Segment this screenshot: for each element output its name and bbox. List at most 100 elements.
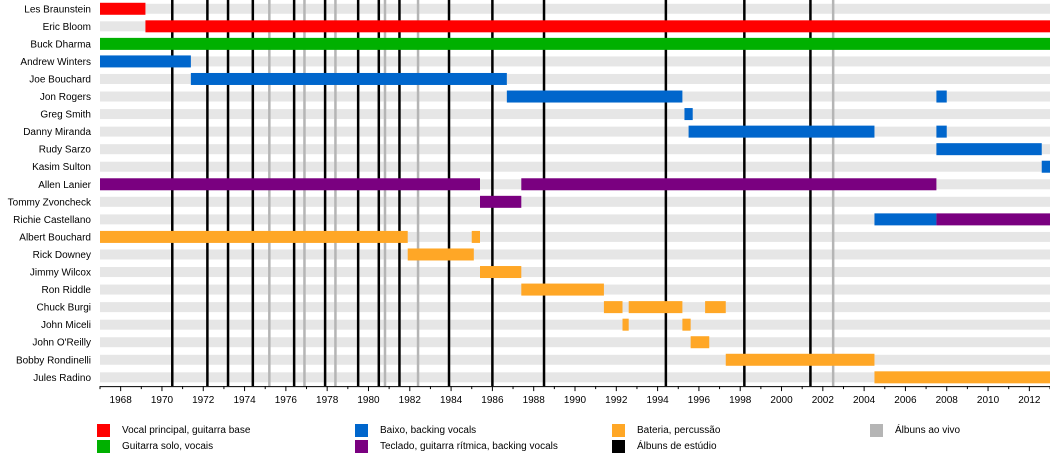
x-axis-tick-label: 1968 <box>110 395 133 406</box>
x-axis-tick-label: 1972 <box>192 395 215 406</box>
member-name: Joe Bouchard <box>29 74 91 85</box>
row-stripe <box>100 354 1050 365</box>
member-name: Rick Downey <box>33 250 91 261</box>
row-stripe <box>100 214 1050 225</box>
row-stripe <box>100 56 1050 67</box>
member-bar-bass <box>874 213 937 226</box>
member-bar-drums <box>100 230 408 243</box>
member-name: Rudy Sarzo <box>39 145 92 156</box>
member-bar-bass <box>190 72 507 85</box>
x-axis-tick-label: 1974 <box>233 395 256 406</box>
member-bar-bass <box>936 143 1042 156</box>
member-bar-drums <box>622 318 629 331</box>
member-name: Allen Lanier <box>38 180 91 191</box>
member-bar-guitar <box>100 37 1050 50</box>
row-stripe <box>100 319 1050 330</box>
member-bar-vocal <box>145 20 1050 33</box>
member-name: John O'Reilly <box>32 338 91 349</box>
x-axis-tick-label: 2002 <box>812 395 835 406</box>
legend-swatch-live <box>870 423 883 437</box>
x-axis-tick-label: 1978 <box>316 395 339 406</box>
member-bar-bass <box>1041 160 1050 173</box>
member-bar-drums <box>725 353 875 366</box>
legend-label-studio: Álbuns de estúdio <box>637 440 717 452</box>
x-axis-tick-label: 2012 <box>1018 395 1041 406</box>
legend-swatch-drums <box>612 423 625 437</box>
member-bar-bass <box>684 108 693 121</box>
legend-item-bass: Baixo, backing vocals <box>355 422 476 438</box>
legend-swatch-studio <box>612 439 625 453</box>
x-axis-tick-label: 1994 <box>646 395 669 406</box>
x-axis-tick-label: 1986 <box>481 395 504 406</box>
legend-swatch-guitar <box>97 439 110 453</box>
member-name: Jon Rogers <box>40 92 91 103</box>
row-stripe <box>100 337 1050 348</box>
x-axis-tick-label: 2008 <box>936 395 959 406</box>
legend-swatch-bass <box>355 423 368 437</box>
member-name: Bobby Rondinelli <box>16 355 91 366</box>
legend-item-studio: Álbuns de estúdio <box>612 438 717 454</box>
x-axis-tick-label: 1982 <box>399 395 422 406</box>
member-bar-drums <box>480 266 522 279</box>
member-name: Richie Castellano <box>13 215 91 226</box>
row-stripe <box>100 196 1050 207</box>
x-axis-tick-label: 1992 <box>605 395 628 406</box>
legend: Vocal principal, guitarra base Guitarra … <box>0 422 1050 456</box>
member-bar-drums <box>874 371 1050 384</box>
member-bar-drums <box>682 318 691 331</box>
legend-item-drums: Bateria, percussão <box>612 422 720 438</box>
legend-label-drums: Bateria, percussão <box>637 424 721 436</box>
member-bar-drums <box>705 301 726 314</box>
member-name: Kasim Sulton <box>32 162 91 173</box>
member-name: Andrew Winters <box>20 57 91 68</box>
member-name: Ron Riddle <box>42 285 92 296</box>
member-name: Les Braunstein <box>24 4 91 15</box>
row-stripe <box>100 267 1050 278</box>
member-bar-keys <box>936 213 1050 226</box>
row-stripe <box>100 302 1050 313</box>
row-stripe <box>100 231 1050 242</box>
x-axis-tick-label: 1970 <box>151 395 174 406</box>
x-axis-tick-label: 2010 <box>977 395 1000 406</box>
legend-item-keys: Teclado, guitarra rítmica, backing vocal… <box>355 438 558 454</box>
legend-label-live: Álbuns ao vivo <box>895 424 961 436</box>
x-axis-tick-label: 1998 <box>729 395 752 406</box>
legend-swatch-vocal <box>97 423 110 437</box>
legend-label-vocal: Vocal principal, guitarra base <box>122 424 251 436</box>
member-bar-bass <box>688 125 875 138</box>
member-bar-keys <box>100 178 480 191</box>
legend-label-guitar: Guitarra solo, vocais <box>122 440 214 452</box>
x-axis-tick-label: 1996 <box>688 395 711 406</box>
member-name: Chuck Burgi <box>37 303 91 314</box>
member-name: Eric Bloom <box>43 22 91 33</box>
x-axis-tick-label: 1984 <box>440 395 463 406</box>
row-stripe <box>100 3 1050 14</box>
member-name: Buck Dharma <box>30 39 91 50</box>
member-bar-keys <box>480 195 522 208</box>
row-stripe <box>100 161 1050 172</box>
row-stripe <box>100 109 1050 120</box>
x-axis-tick-label: 2004 <box>853 395 876 406</box>
x-axis-tick-label: 1990 <box>564 395 587 406</box>
row-stripe <box>100 126 1050 137</box>
x-axis-tick-label: 1988 <box>523 395 546 406</box>
member-bar-drums <box>690 336 710 349</box>
member-name: John Miceli <box>41 320 91 331</box>
legend-item-live: Álbuns ao vivo <box>870 422 960 438</box>
legend-item-vocal: Vocal principal, guitarra base <box>97 422 250 438</box>
legend-label-keys: Teclado, guitarra rítmica, backing vocal… <box>380 440 558 452</box>
legend-swatch-keys <box>355 439 368 453</box>
x-axis-tick-label: 1980 <box>357 395 380 406</box>
member-bar-keys <box>521 178 937 191</box>
row-stripe <box>100 372 1050 383</box>
legend-item-guitar: Guitarra solo, vocais <box>97 438 213 454</box>
member-name: Jules Radino <box>33 373 91 384</box>
member-bar-drums <box>521 283 604 296</box>
member-bar-bass <box>936 90 947 103</box>
x-axis-tick-label: 2000 <box>770 395 793 406</box>
member-bar-bass <box>936 125 947 138</box>
member-name: Danny Miranda <box>23 127 91 138</box>
member-bar-drums <box>471 230 480 243</box>
x-axis-tick-label: 1976 <box>275 395 298 406</box>
